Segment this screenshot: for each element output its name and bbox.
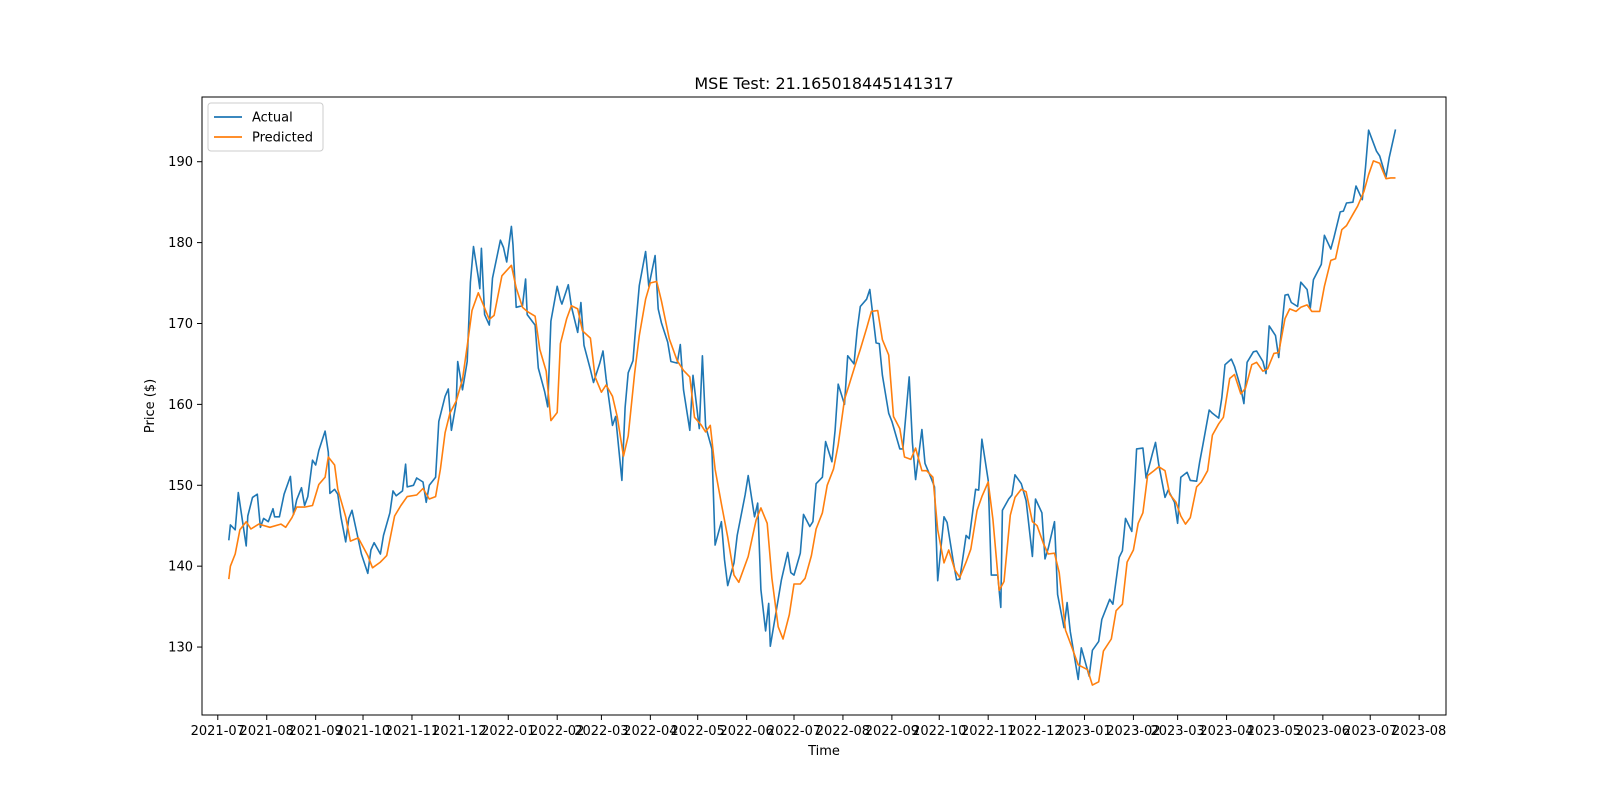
x-tick-label: 2022-12 [1008,724,1062,739]
x-tick-label: 2022-03 [574,724,628,739]
x-tick-label: 2022-09 [865,724,919,739]
y-axis-label: Price ($) [143,379,158,433]
legend-box [207,102,324,152]
x-tick-label: 2021-12 [432,724,486,739]
y-tick-label: 190 [168,155,193,170]
y-axis: 130 140 150 160 170 180 190 [168,155,202,656]
x-tick-label: 2021-09 [289,724,343,739]
x-axis: 2021-072021-082021-092021-102021-112021-… [191,715,1446,739]
legend-label-predicted: Predicted [252,131,313,146]
x-tick-label: 2022-04 [623,724,677,739]
x-tick-label: 2021-10 [336,724,390,739]
series-layer [228,129,1397,686]
y-tick-label: 150 [168,479,193,494]
x-tick-label: 2023-08 [1392,724,1446,739]
x-tick-label: 2023-06 [1296,724,1350,739]
series-line-actual [228,129,1397,681]
x-axis-label: Time [807,744,840,759]
y-tick-label: 170 [168,317,193,332]
x-tick-label: 2022-05 [671,724,725,739]
legend-label-actual: Actual [252,111,293,126]
y-tick-label: 160 [168,398,193,413]
y-tick-label: 180 [168,236,193,251]
x-tick-label: 2023-01 [1057,724,1111,739]
x-tick-label: 2022-02 [530,724,584,739]
plot-frame [201,96,1447,716]
x-tick-label: 2022-07 [767,724,821,739]
legend: Actual Predicted [207,102,324,152]
x-tick-label: 2022-11 [961,724,1015,739]
x-tick-label: 2023-05 [1247,724,1301,739]
x-tick-label: 2023-03 [1150,724,1204,739]
x-tick-label: 2023-02 [1106,724,1160,739]
y-tick-label: 130 [168,641,193,656]
x-tick-label: 2022-10 [912,724,966,739]
x-tick-label: 2022-01 [481,724,535,739]
x-tick-label: 2021-11 [385,724,439,739]
x-tick-label: 2021-08 [240,724,294,739]
x-tick-label: 2023-07 [1343,724,1397,739]
y-tick-label: 140 [168,560,193,575]
series-line-predicted [228,160,1396,686]
x-tick-label: 2021-07 [191,724,245,739]
x-tick-label: 2022-08 [816,724,870,739]
chart-title: MSE Test: 21.165018445141317 [694,74,953,93]
x-tick-label: 2022-06 [719,724,773,739]
plot-area [201,96,1447,716]
x-tick-label: 2023-04 [1199,724,1253,739]
